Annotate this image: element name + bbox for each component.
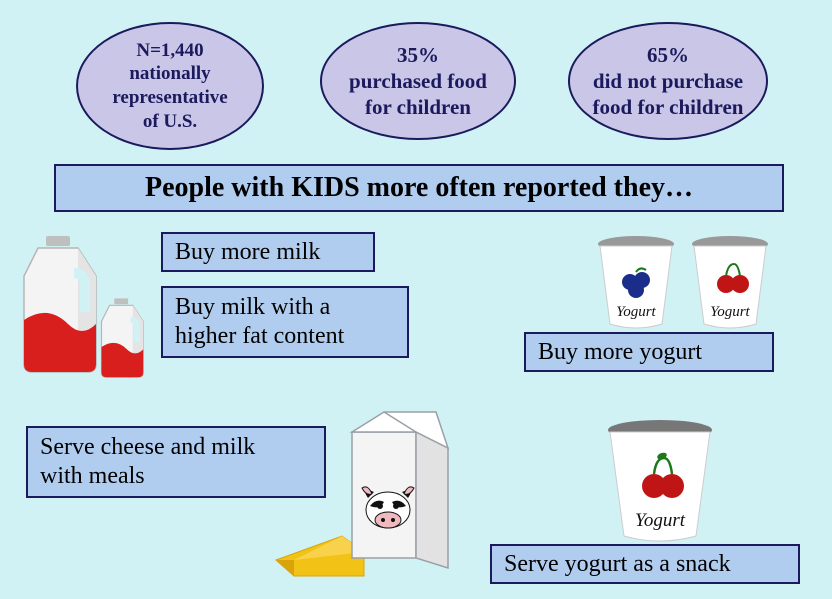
box-serve-yogurt-snack: Serve yogurt as a snack <box>490 544 800 584</box>
yogurt-pair-icon: Yogurt Yogurt <box>590 232 780 332</box>
box-text: Serve yogurt as a snack <box>504 550 731 579</box>
stat-ellipse-not-purchased: 65%did not purchasefood for children <box>568 22 768 140</box>
yogurt-label: Yogurt <box>635 510 686 531</box>
box-text: Buy more milk <box>175 238 320 267</box>
box-buy-more-yogurt: Buy more yogurt <box>524 332 774 372</box>
box-higher-fat: Buy milk with ahigher fat content <box>161 286 409 358</box>
yogurt-single-icon: Yogurt <box>600 418 720 548</box>
milk-cheese-icon <box>272 408 462 583</box>
box-text: Buy more yogurt <box>538 338 702 367</box>
stat-ellipse-purchased: 35%purchased foodfor children <box>320 22 516 140</box>
yogurt-label: Yogurt <box>616 304 656 320</box>
stat-text: N=1,440nationallyrepresentativeof U.S. <box>112 39 227 134</box>
box-buy-more-milk: Buy more milk <box>161 232 375 272</box>
box-text: Serve cheese and milkwith meals <box>40 433 255 491</box>
headline-banner: People with KIDS more often reported the… <box>54 164 784 212</box>
milk-jugs-icon <box>18 232 158 382</box>
stat-text: 35%purchased foodfor children <box>349 42 487 121</box>
stat-ellipse-sample: N=1,440nationallyrepresentativeof U.S. <box>76 22 264 150</box>
box-text: Buy milk with ahigher fat content <box>175 293 344 351</box>
headline-text: People with KIDS more often reported the… <box>145 172 693 204</box>
stat-text: 65%did not purchasefood for children <box>593 42 744 121</box>
yogurt-label: Yogurt <box>710 304 750 320</box>
